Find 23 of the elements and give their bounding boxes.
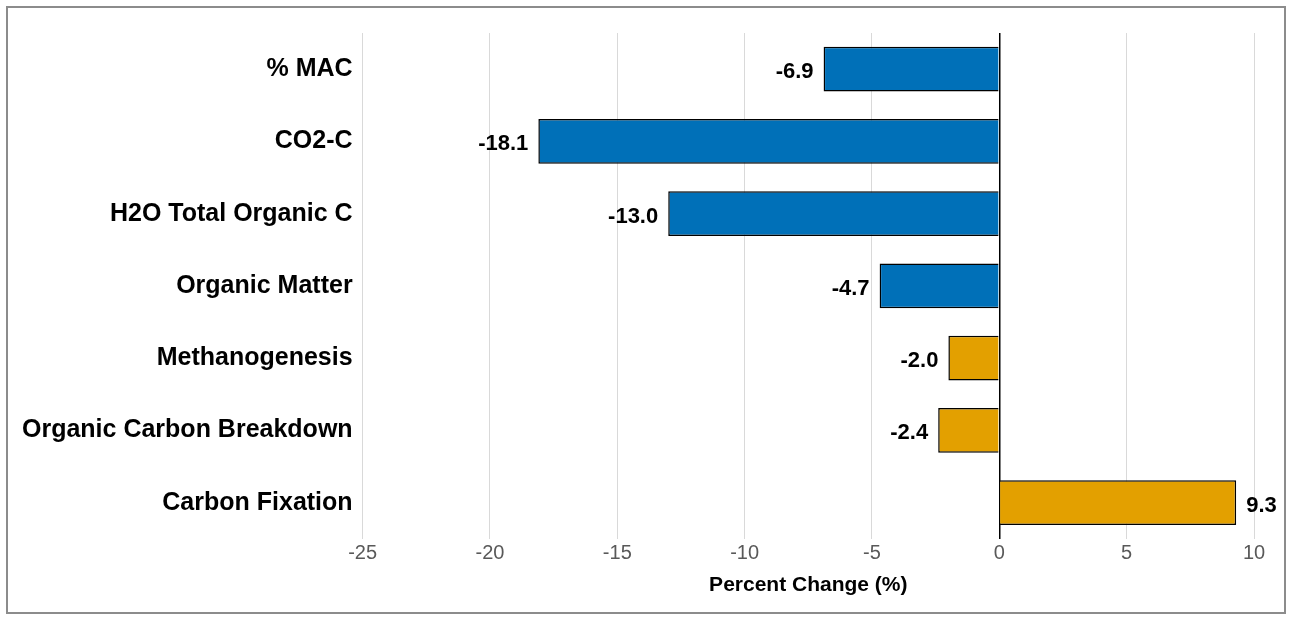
x-tick-label: 0 — [993, 541, 1005, 564]
x-tick-label: -10 — [730, 541, 760, 564]
data-label: -13.0 — [608, 202, 659, 228]
data-label: -18.1 — [478, 130, 529, 156]
y-tick-label: Carbon Fixation — [162, 486, 353, 515]
x-tick-label: -25 — [348, 541, 378, 564]
y-tick-label: Organic Matter — [176, 269, 353, 298]
y-tick-label: CO2-C — [274, 125, 353, 154]
x-tick-label: -20 — [475, 541, 505, 564]
x-tick-label: 10 — [1242, 541, 1266, 564]
data-label: -4.7 — [831, 274, 870, 300]
y-tick-label: H2O Total Organic C — [109, 197, 353, 226]
data-label: -2.0 — [900, 347, 939, 373]
y-tick-label: Organic Carbon Breakdown — [21, 414, 353, 443]
data-label: -6.9 — [775, 58, 814, 84]
y-tick-label: % MAC — [266, 53, 353, 82]
x-tick-label: -15 — [602, 541, 632, 564]
x-tick-label: 5 — [1121, 541, 1133, 564]
data-label: 9.3 — [1246, 491, 1277, 517]
x-axis-title: Percent Change (%) — [709, 572, 908, 596]
data-label: -2.4 — [890, 419, 929, 445]
x-tick-label: -5 — [863, 541, 881, 564]
y-tick-label: Methanogenesis — [156, 342, 353, 371]
